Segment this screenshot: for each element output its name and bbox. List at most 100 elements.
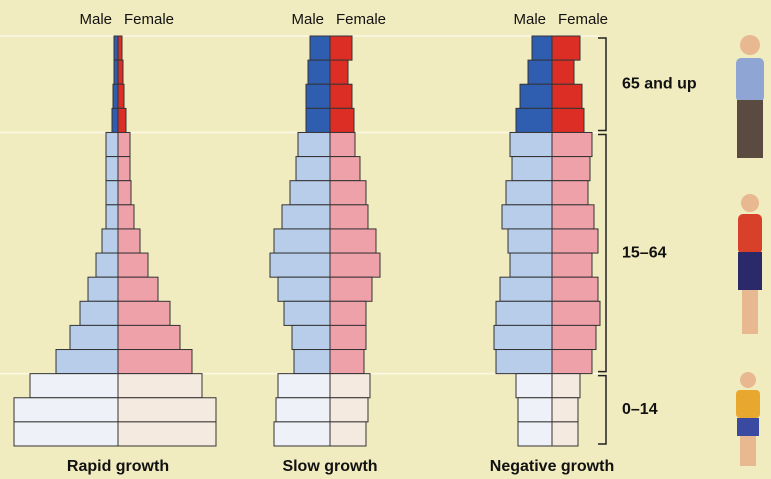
bar — [329, 349, 365, 375]
legend-label: Male — [513, 11, 546, 28]
bar — [117, 252, 149, 278]
bar — [511, 156, 553, 182]
bar — [551, 324, 597, 351]
figure-child — [736, 372, 760, 466]
legend-label: Male — [291, 11, 324, 28]
bar — [551, 180, 589, 206]
bar — [551, 107, 585, 133]
bar — [509, 131, 553, 158]
group-label: 15–64 — [622, 244, 667, 261]
bar — [509, 252, 553, 278]
bar — [111, 107, 119, 133]
bar — [329, 204, 369, 230]
chart-title: Slow growth — [282, 458, 377, 475]
bar — [309, 35, 331, 61]
bar — [551, 373, 581, 399]
bar — [295, 156, 331, 182]
group-bracket — [598, 374, 607, 445]
bar — [329, 83, 353, 109]
bar — [112, 83, 119, 109]
bar — [501, 204, 553, 230]
group-bracket — [598, 133, 607, 373]
chart-title: Rapid growth — [67, 458, 169, 475]
bar — [531, 35, 553, 61]
bar — [101, 228, 119, 254]
bar — [289, 180, 331, 206]
bar — [95, 252, 119, 278]
bar — [551, 421, 579, 447]
bar — [297, 131, 331, 158]
bar — [329, 252, 381, 278]
bar — [517, 421, 553, 447]
bar — [493, 324, 553, 351]
bar — [117, 421, 217, 447]
bar — [117, 349, 193, 375]
bar — [117, 131, 131, 158]
bar — [117, 397, 217, 423]
bar — [105, 180, 119, 206]
bar — [499, 276, 553, 302]
bar — [117, 180, 132, 206]
bar — [113, 35, 119, 61]
bar — [305, 107, 331, 133]
bar — [117, 107, 127, 133]
bar — [515, 373, 553, 399]
bar — [495, 300, 553, 326]
group-label: 65 and up — [622, 75, 697, 92]
bar — [551, 397, 579, 423]
bar — [105, 204, 119, 230]
bar — [277, 373, 331, 399]
bar — [113, 59, 119, 85]
bar — [87, 276, 119, 302]
bar — [269, 252, 331, 278]
bar — [79, 300, 119, 326]
bar — [329, 324, 367, 351]
bar — [117, 59, 124, 85]
group-bracket — [598, 37, 607, 132]
bar — [515, 107, 553, 133]
legend-label: Female — [558, 11, 608, 28]
bar — [551, 35, 581, 61]
bar — [329, 107, 355, 133]
bar — [551, 59, 575, 85]
bar — [551, 131, 593, 158]
bar — [117, 228, 141, 254]
bar — [117, 35, 123, 61]
legend-label: Female — [336, 11, 386, 28]
bar — [117, 373, 203, 399]
bar — [305, 83, 331, 109]
bar — [329, 228, 377, 254]
bar — [117, 204, 135, 230]
bar — [329, 156, 361, 182]
bar — [117, 300, 171, 326]
bar — [329, 131, 356, 158]
bar — [105, 156, 119, 182]
bar — [13, 421, 119, 447]
figure-adult — [738, 194, 762, 334]
bar — [329, 35, 353, 61]
legend-label: Female — [124, 11, 174, 28]
bar — [29, 373, 119, 399]
bar — [117, 156, 131, 182]
bar — [551, 156, 591, 182]
bar — [329, 300, 367, 326]
bar — [551, 300, 601, 326]
bar — [551, 276, 599, 302]
bar — [293, 349, 331, 375]
figure-elder — [736, 35, 764, 158]
bar — [329, 373, 371, 399]
bar — [283, 300, 331, 326]
bar — [273, 228, 331, 254]
bar — [527, 59, 553, 85]
bar — [291, 324, 331, 351]
bar — [329, 421, 367, 447]
bar — [117, 324, 181, 351]
bar — [275, 397, 331, 423]
bar — [519, 83, 553, 109]
bar — [495, 349, 553, 375]
bar — [105, 131, 119, 158]
bar — [517, 397, 553, 423]
bar — [273, 421, 331, 447]
